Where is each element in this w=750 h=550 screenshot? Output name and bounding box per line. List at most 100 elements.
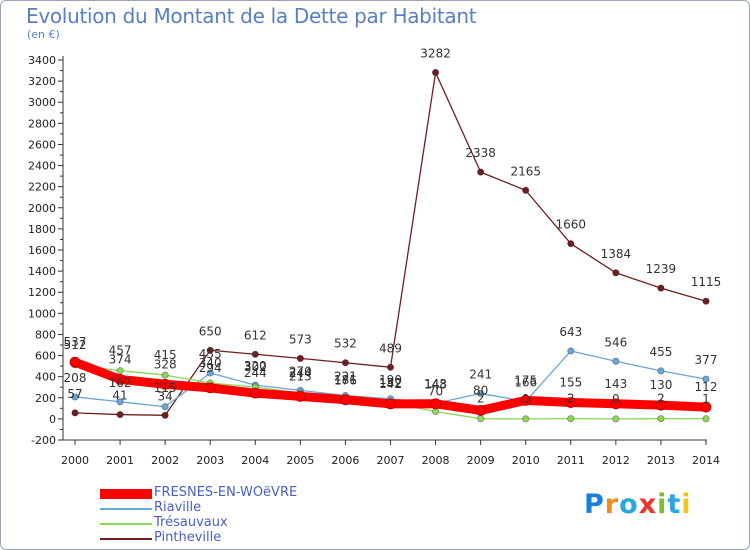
legend-label: Riaville <box>154 500 202 515</box>
data-label: 435 <box>199 347 222 361</box>
y-tick-label: -200 <box>31 434 56 447</box>
data-label: 294 <box>199 361 222 375</box>
data-label: 190 <box>379 373 402 387</box>
logo-letter: o <box>619 489 639 520</box>
x-tick-label: 2008 <box>422 454 450 467</box>
data-label: 415 <box>154 348 177 362</box>
data-point <box>116 398 124 406</box>
y-tick-label: 3400 <box>28 54 56 67</box>
data-point <box>114 374 126 385</box>
data-label: 181 <box>334 373 357 387</box>
data-label: 152 <box>379 376 402 390</box>
y-tick-label: 1000 <box>28 307 56 320</box>
data-point <box>567 347 575 355</box>
data-label: 328 <box>154 357 177 371</box>
data-point <box>567 240 575 248</box>
data-label: 457 <box>109 344 132 358</box>
logo-letter: r <box>604 489 620 520</box>
y-tick-label: 600 <box>35 350 56 363</box>
data-point <box>161 371 169 379</box>
chart-axes: -200020040060080010001200140016001800200… <box>28 54 720 467</box>
y-tick-label: 2800 <box>28 117 56 130</box>
data-label: 650 <box>199 324 222 338</box>
x-tick-label: 2000 <box>61 454 89 467</box>
logo-letter: x <box>638 489 658 520</box>
data-point <box>386 363 395 371</box>
data-label: 455 <box>649 345 672 359</box>
logo-letter: i <box>681 489 692 520</box>
data-label: 244 <box>244 366 267 380</box>
data-point <box>477 415 485 423</box>
data-point <box>612 415 620 423</box>
data-point <box>702 375 710 383</box>
data-point <box>567 415 575 423</box>
data-label: 573 <box>289 332 312 346</box>
logo-letter: i <box>657 489 668 520</box>
x-tick-label: 2014 <box>692 454 720 467</box>
data-point <box>657 415 665 423</box>
legend-swatch <box>100 537 152 540</box>
chart-title: Evolution du Montant de la Dette par Hab… <box>26 4 477 28</box>
data-point <box>159 378 171 390</box>
y-tick-label: 0 <box>49 413 56 426</box>
data-label: 537 <box>64 335 87 349</box>
data-point <box>522 415 530 423</box>
data-label: 115 <box>154 381 177 395</box>
data-label: 155 <box>559 376 582 390</box>
data-point <box>655 399 667 411</box>
data-point <box>610 398 622 410</box>
y-tick-label: 1800 <box>28 223 56 236</box>
data-point <box>612 269 620 277</box>
data-point <box>520 395 532 406</box>
data-label: 2 <box>477 392 485 406</box>
data-label: 2 <box>657 392 665 406</box>
data-label: 176 <box>334 373 357 387</box>
data-label: 512 <box>64 338 87 352</box>
data-label: 489 <box>379 341 402 355</box>
x-tick-label: 2009 <box>467 454 495 467</box>
y-tick-label: 200 <box>35 392 56 405</box>
y-tick-label: 2200 <box>28 181 56 194</box>
data-point <box>431 407 440 416</box>
legend-label: Pintheville <box>154 530 222 545</box>
data-label: 377 <box>695 353 718 367</box>
data-point <box>565 397 577 408</box>
data-label: 70 <box>428 385 443 399</box>
data-label: 612 <box>244 328 267 342</box>
data-point <box>477 389 485 398</box>
data-point <box>341 359 350 367</box>
data-label: 162 <box>109 376 132 390</box>
data-point <box>251 350 259 358</box>
data-label: 142 <box>379 377 402 391</box>
x-tick-label: 2003 <box>196 454 224 467</box>
legend-swatch <box>100 488 152 499</box>
x-tick-label: 2012 <box>602 454 630 467</box>
x-tick-label: 2001 <box>106 454 134 467</box>
data-point <box>612 357 620 365</box>
data-label: 0 <box>522 392 530 406</box>
x-tick-label: 2002 <box>151 454 179 467</box>
data-point <box>702 297 710 305</box>
x-tick-label: 2005 <box>286 454 314 467</box>
data-point <box>69 356 81 368</box>
y-tick-label: 2400 <box>28 160 56 173</box>
data-point <box>206 369 214 377</box>
data-label: 208 <box>64 371 87 385</box>
data-label: 241 <box>469 367 492 381</box>
data-point <box>71 409 79 417</box>
data-point <box>700 401 712 413</box>
legend-swatch <box>100 522 152 525</box>
data-label: 166 <box>514 375 537 389</box>
data-label: 143 <box>424 377 447 391</box>
data-label: 2 <box>567 392 575 406</box>
logo-letter: P <box>584 489 605 520</box>
data-label: 1239 <box>646 262 677 276</box>
data-point <box>294 391 306 402</box>
data-point <box>116 410 124 419</box>
data-label: 1 <box>702 392 710 406</box>
data-point <box>430 398 441 410</box>
data-label: 148 <box>424 377 447 391</box>
